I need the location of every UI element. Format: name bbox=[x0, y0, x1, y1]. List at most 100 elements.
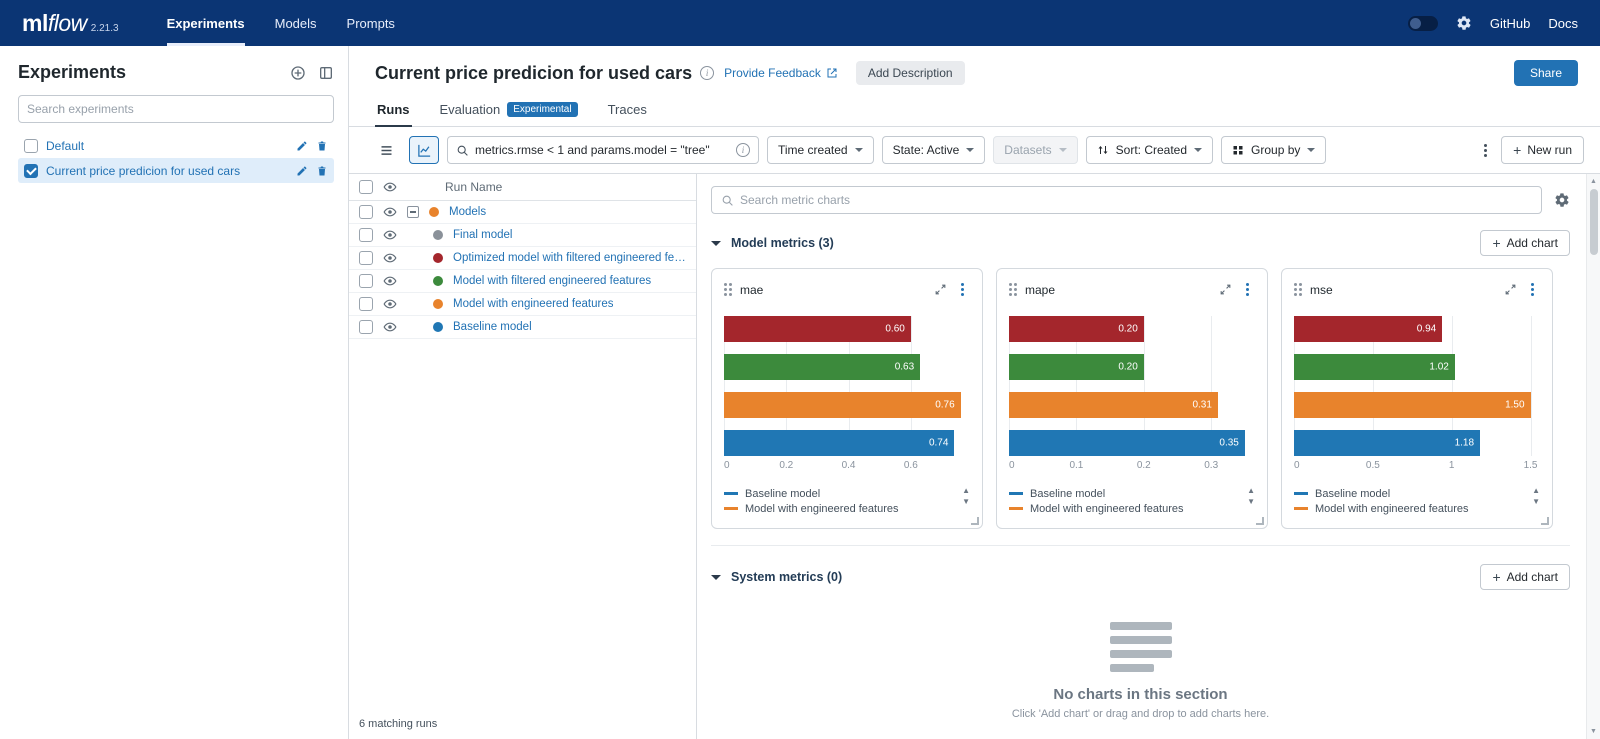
legend-item[interactable]: Model with engineered features bbox=[724, 501, 950, 516]
add-chart-button[interactable]: + Add chart bbox=[1480, 230, 1570, 256]
expand-chart-icon[interactable] bbox=[934, 283, 947, 296]
rename-experiment-icon[interactable] bbox=[296, 140, 308, 152]
run-row[interactable]: Model with engineered features bbox=[349, 293, 696, 316]
new-run-button[interactable]: + New run bbox=[1501, 136, 1584, 164]
expand-panel-icon[interactable] bbox=[318, 65, 334, 81]
chart-bar[interactable]: 0.20 bbox=[1009, 316, 1144, 342]
chart-menu-icon[interactable] bbox=[955, 279, 970, 300]
chart-bar[interactable]: 0.94 bbox=[1294, 316, 1442, 342]
run-checkbox[interactable] bbox=[359, 205, 373, 219]
tab-evaluation[interactable]: Evaluation Experimental bbox=[438, 94, 580, 126]
run-name-link[interactable]: Final model bbox=[453, 229, 512, 241]
collapse-group-icon[interactable] bbox=[407, 206, 419, 218]
chart-menu-icon[interactable] bbox=[1525, 279, 1540, 300]
legend-scroll-up-icon[interactable]: ▲ bbox=[962, 487, 970, 495]
add-description-button[interactable]: Add Description bbox=[856, 61, 965, 85]
chart-view-icon[interactable] bbox=[409, 136, 439, 164]
runs-search-box[interactable]: i bbox=[447, 136, 759, 164]
nav-experiments[interactable]: Experiments bbox=[167, 0, 245, 46]
legend-item[interactable]: Model with engineered features bbox=[1294, 501, 1520, 516]
tab-runs[interactable]: Runs bbox=[375, 94, 412, 126]
experiment-search-input[interactable] bbox=[27, 102, 325, 116]
delete-experiment-icon[interactable] bbox=[316, 165, 328, 177]
experiment-name-link[interactable]: Current price predicion for used cars bbox=[46, 164, 288, 178]
chart-bar[interactable]: 0.74 bbox=[724, 430, 954, 456]
run-checkbox[interactable] bbox=[359, 274, 373, 288]
experiment-checkbox[interactable] bbox=[24, 139, 38, 153]
expand-chart-icon[interactable] bbox=[1504, 283, 1517, 296]
run-checkbox[interactable] bbox=[359, 228, 373, 242]
more-options-icon[interactable] bbox=[1478, 140, 1493, 161]
scroll-up-icon[interactable]: ▲ bbox=[1590, 176, 1597, 187]
scroll-down-icon[interactable]: ▼ bbox=[1590, 726, 1597, 737]
drag-handle-icon[interactable] bbox=[724, 283, 732, 296]
chart-bar[interactable]: 0.60 bbox=[724, 316, 911, 342]
legend-scroll-up-icon[interactable]: ▲ bbox=[1532, 487, 1540, 495]
run-name-link[interactable]: Optimized model with filtered engineered… bbox=[453, 252, 686, 264]
chart-bar[interactable]: 1.50 bbox=[1294, 392, 1531, 418]
share-button[interactable]: Share bbox=[1514, 60, 1578, 86]
run-name-link[interactable]: Baseline model bbox=[453, 321, 532, 333]
visibility-toggle-icon[interactable] bbox=[383, 251, 397, 265]
sort-dropdown[interactable]: Sort: Created bbox=[1086, 136, 1213, 164]
chart-bar[interactable]: 1.02 bbox=[1294, 354, 1455, 380]
section-chevron-icon[interactable] bbox=[711, 241, 721, 246]
group-name-link[interactable]: Models bbox=[449, 206, 486, 218]
experiment-list-item-used-cars[interactable]: Current price predicion for used cars bbox=[18, 158, 334, 183]
expand-chart-icon[interactable] bbox=[1219, 283, 1232, 296]
chart-bar[interactable]: 0.31 bbox=[1009, 392, 1218, 418]
legend-scroll-down-icon[interactable]: ▼ bbox=[1247, 498, 1255, 506]
section-chevron-icon[interactable] bbox=[711, 575, 721, 580]
run-name-link[interactable]: Model with engineered features bbox=[453, 298, 613, 310]
chart-bar[interactable]: 0.76 bbox=[724, 392, 961, 418]
chart-bar[interactable]: 0.63 bbox=[724, 354, 920, 380]
run-group-row[interactable]: Models bbox=[349, 201, 696, 224]
drag-handle-icon[interactable] bbox=[1294, 283, 1302, 296]
settings-gear-icon[interactable] bbox=[1456, 15, 1472, 31]
run-row[interactable]: Model with filtered engineered features bbox=[349, 270, 696, 293]
legend-item[interactable]: Baseline model bbox=[1009, 486, 1235, 501]
chart-bar[interactable]: 1.18 bbox=[1294, 430, 1480, 456]
drag-handle-icon[interactable] bbox=[1009, 283, 1017, 296]
nav-models[interactable]: Models bbox=[275, 0, 317, 46]
select-all-checkbox[interactable] bbox=[359, 180, 373, 194]
visibility-toggle-icon[interactable] bbox=[383, 297, 397, 311]
mlflow-logo[interactable]: mlflow 2.21.3 bbox=[22, 10, 119, 37]
delete-experiment-icon[interactable] bbox=[316, 140, 328, 152]
resize-handle[interactable] bbox=[1256, 517, 1264, 525]
provide-feedback-link[interactable]: Provide Feedback bbox=[724, 66, 838, 80]
add-chart-button[interactable]: + Add chart bbox=[1480, 564, 1570, 590]
visibility-toggle-icon[interactable] bbox=[383, 320, 397, 334]
rename-experiment-icon[interactable] bbox=[296, 165, 308, 177]
list-view-icon[interactable] bbox=[371, 136, 401, 164]
chart-settings-icon[interactable] bbox=[1554, 192, 1570, 208]
run-name-link[interactable]: Model with filtered engineered features bbox=[453, 275, 651, 287]
visibility-toggle-icon[interactable] bbox=[383, 228, 397, 242]
run-checkbox[interactable] bbox=[359, 320, 373, 334]
legend-scroll-down-icon[interactable]: ▼ bbox=[1532, 498, 1540, 506]
resize-handle[interactable] bbox=[971, 517, 979, 525]
scrollbar-thumb[interactable] bbox=[1590, 189, 1598, 255]
legend-item[interactable]: Baseline model bbox=[724, 486, 950, 501]
run-name-column-header[interactable]: Run Name bbox=[445, 180, 502, 194]
group-by-dropdown[interactable]: Group by bbox=[1221, 136, 1326, 164]
resize-handle[interactable] bbox=[1541, 517, 1549, 525]
visibility-toggle-icon[interactable] bbox=[383, 205, 397, 219]
run-checkbox[interactable] bbox=[359, 297, 373, 311]
chart-menu-icon[interactable] bbox=[1240, 279, 1255, 300]
visibility-toggle-icon[interactable] bbox=[383, 274, 397, 288]
metric-chart-search-input[interactable] bbox=[740, 193, 1532, 207]
experiment-checkbox[interactable] bbox=[24, 164, 38, 178]
run-row[interactable]: Optimized model with filtered engineered… bbox=[349, 247, 696, 270]
run-row[interactable]: Baseline model bbox=[349, 316, 696, 339]
legend-item[interactable]: Model with engineered features bbox=[1009, 501, 1235, 516]
query-help-icon[interactable]: i bbox=[736, 143, 750, 157]
github-link[interactable]: GitHub bbox=[1490, 16, 1530, 31]
chart-bar[interactable]: 0.35 bbox=[1009, 430, 1245, 456]
run-row[interactable]: Final model bbox=[349, 224, 696, 247]
theme-toggle[interactable] bbox=[1408, 16, 1438, 31]
legend-scroll-down-icon[interactable]: ▼ bbox=[962, 498, 970, 506]
experiment-name-link[interactable]: Default bbox=[46, 139, 288, 153]
legend-item[interactable]: Baseline model bbox=[1294, 486, 1520, 501]
legend-scroll-up-icon[interactable]: ▲ bbox=[1247, 487, 1255, 495]
